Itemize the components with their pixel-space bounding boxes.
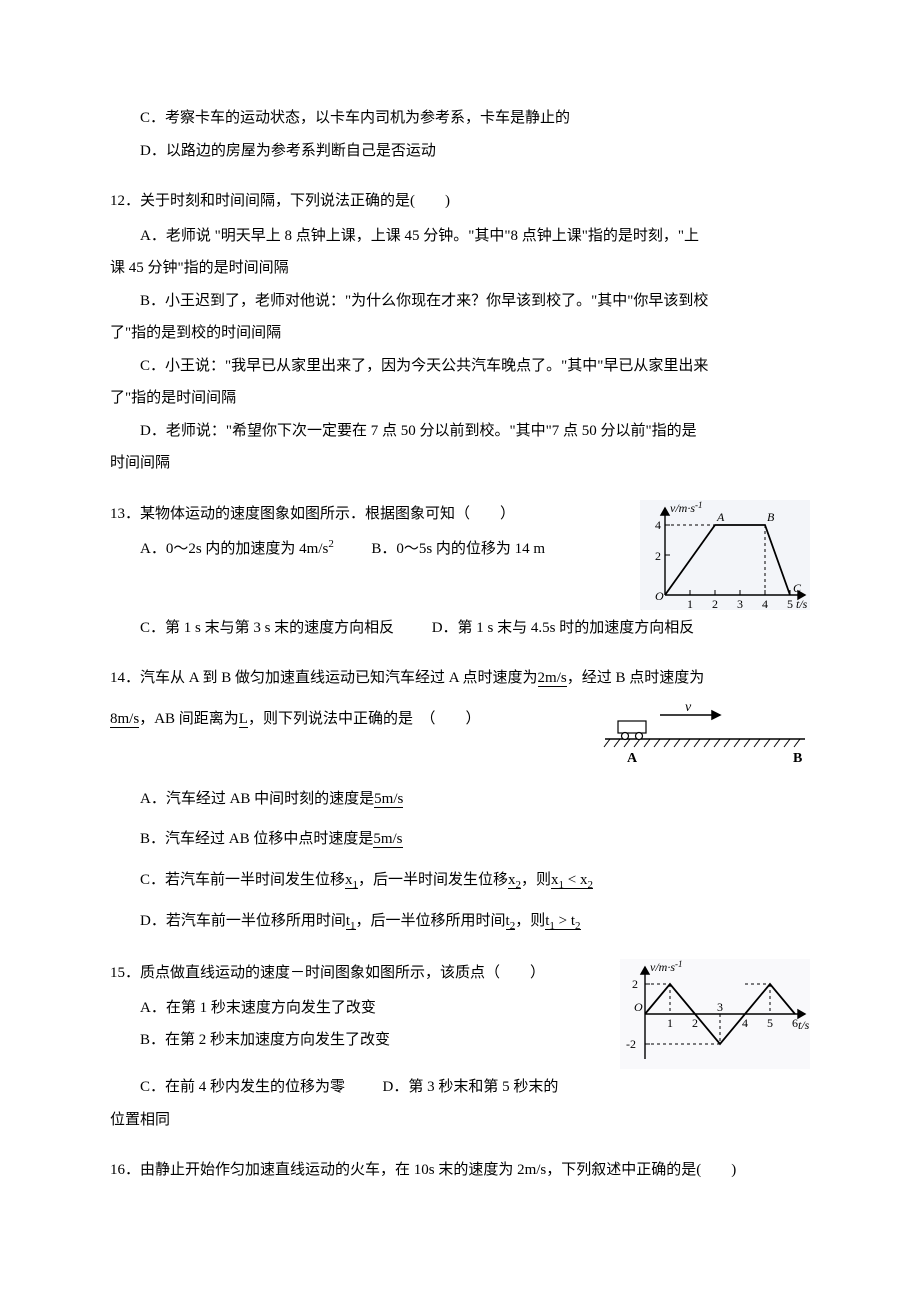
q14-optd-op: > xyxy=(555,913,571,929)
q12-option-b-line2: 了"指的是到校的时间间隔 xyxy=(110,319,810,348)
q13-xtick-5: 5 xyxy=(787,597,793,610)
q15-option-d: D．第 3 秒末和第 5 秒末的 xyxy=(383,1079,559,1095)
q14-stem2d: ，则下列说法中正确的是 （ ） xyxy=(248,711,481,727)
q13-ytick-4: 4 xyxy=(655,518,661,532)
q14-stem1-speed: 2m/s xyxy=(538,670,567,687)
q14-optc-then: ，则 xyxy=(521,872,551,888)
q13-ylabel: v/m·s xyxy=(670,501,695,515)
q12-stem: 12．关于时刻和时间间隔，下列说法正确的是( ) xyxy=(110,187,810,216)
q15-block: 2 -2 1 2 3 4 5 6 O v/m·s-1 t/s 15．质点做直线运… xyxy=(110,959,810,1134)
q12-option-a-line1: A．老师说 "明天早上 8 点钟上课，上课 45 分钟。"其中"8 点钟上课"指… xyxy=(110,222,810,251)
q13-xtick-4: 4 xyxy=(762,597,768,610)
q14-optc-rl: x xyxy=(551,872,559,888)
q14-block: 14．汽车从 A 到 B 做匀加速直线运动已知汽车经过 A 点时速度为2m/s，… xyxy=(110,664,810,937)
q14-option-a: A．汽车经过 AB 中间时刻的速度是5m/s xyxy=(110,785,810,814)
q13-pointC: C xyxy=(793,581,802,595)
q14-stem2c: L xyxy=(239,711,248,728)
q15-xlabel: t/s xyxy=(798,1018,810,1032)
q15-ylabel: v/m·s xyxy=(650,960,675,974)
q13-xlabel: t/s xyxy=(796,597,808,610)
q13-graph-svg: 2 4 1 2 3 4 5 O A B C v/m·s-1 t/s xyxy=(640,500,810,610)
q15-ytick-2: 2 xyxy=(632,977,638,991)
q14-optd-then: ，则 xyxy=(515,913,545,929)
q15-xtick-3: 3 xyxy=(717,1000,723,1014)
q14-diagram-svg: v A B xyxy=(600,699,810,769)
q14-optc-x2: x xyxy=(508,872,516,888)
q13-option-c: C．第 1 s 末与第 3 s 末的速度方向相反 xyxy=(140,620,394,636)
q13-origin: O xyxy=(655,589,664,603)
q14-label-b: B xyxy=(793,751,802,766)
q14-option-c: C．若汽车前一半时间发生位移x1，后一半时间发生位移x2，则x1 < x2 xyxy=(110,866,810,896)
q13-option-d: D．第 1 s 末与 4.5s 时的加速度方向相反 xyxy=(432,620,695,636)
q15-option-c: C．在前 4 秒内发生的位移为零 xyxy=(140,1079,345,1095)
q14-stem2a: 8m/s xyxy=(110,711,139,728)
q15-xtick-2: 2 xyxy=(692,1016,698,1030)
q15-xtick-1: 1 xyxy=(667,1016,673,1030)
q14-stem2b: ，AB 间距离为 xyxy=(139,711,239,727)
q14-stem-line1: 14．汽车从 A 到 B 做匀加速直线运动已知汽车经过 A 点时速度为2m/s，… xyxy=(110,664,810,693)
q13-ytick-2: 2 xyxy=(655,549,661,563)
q14-option-b-val: 5m/s xyxy=(373,831,402,848)
q14-option-b-text: B．汽车经过 AB 位移中点时速度是 xyxy=(140,831,373,847)
q13-ylabel-sup: -1 xyxy=(695,500,703,510)
q14-diagram: v A B xyxy=(600,699,810,769)
q14-option-b: B．汽车经过 AB 位移中点时速度是5m/s xyxy=(110,825,810,854)
q12-option-d-line2: 时间间隔 xyxy=(110,449,810,478)
q14-optd-rr-sub: 2 xyxy=(575,920,581,932)
q14-option-d: D．若汽车前一半位移所用时间t1，后一半位移所用时间t2，则t1 > t2 xyxy=(110,907,810,937)
q13-option-a-sup: 2 xyxy=(328,538,334,550)
q12-option-d-line1: D．老师说："希望你下次一定要在 7 点 50 分以前到校。"其中"7 点 50… xyxy=(110,417,810,446)
q14-optc-rr: x xyxy=(580,872,588,888)
q15-xtick-5: 5 xyxy=(767,1016,773,1030)
q14-optc-mid: ，后一半时间发生位移 xyxy=(358,872,508,888)
q15-cont: 位置相同 xyxy=(110,1106,810,1135)
q13-xtick-2: 2 xyxy=(712,597,718,610)
q14-optc-rr-sub: 2 xyxy=(588,879,594,891)
q14-optd-mid: ，后一半位移所用时间 xyxy=(356,913,506,929)
q12-option-b-line1: B．小王迟到了，老师对他说："为什么你现在才来？你早该到校了。"其中"你早该到校 xyxy=(110,287,810,316)
q14-option-a-val: 5m/s xyxy=(374,791,403,808)
q14-option-d-text: D．若汽车前一半位移所用时间 xyxy=(140,913,346,929)
q13-pointB: B xyxy=(767,510,775,524)
q15-graph: 2 -2 1 2 3 4 5 6 O v/m·s-1 t/s xyxy=(620,959,810,1069)
q13-option-b: B．0～5s 内的位移为 14 m xyxy=(371,541,545,557)
q13-xtick-1: 1 xyxy=(687,597,693,610)
q14-optc-op: < xyxy=(564,872,580,888)
q14-label-v: v xyxy=(685,700,692,715)
q15-ytick-neg2: -2 xyxy=(626,1037,636,1051)
q15-origin: O xyxy=(634,1000,643,1014)
q12-option-a-line2: 课 45 分钟"指的是时间间隔 xyxy=(110,254,810,283)
q14-label-a: A xyxy=(627,751,638,766)
q14-optc-x1: x xyxy=(345,872,353,888)
document-page: C．考察卡车的运动状态，以卡车内司机为参考系，卡车是静止的 D．以路边的房屋为参… xyxy=(0,0,920,1251)
q14-stem1-cont: ，经过 B 点时速度为 xyxy=(567,670,705,686)
q14-option-c-text: C．若汽车前一半时间发生位移 xyxy=(140,872,345,888)
q13-graph: 2 4 1 2 3 4 5 O A B C v/m·s-1 t/s xyxy=(640,500,810,610)
q15-option-cd: C．在前 4 秒内发生的位移为零 D．第 3 秒末和第 5 秒末的 xyxy=(110,1073,810,1102)
q15-graph-svg: 2 -2 1 2 3 4 5 6 O v/m·s-1 t/s xyxy=(620,959,810,1069)
q16-stem: 16．由静止开始作匀加速直线运动的火车，在 10s 末的速度为 2m/s，下列叙… xyxy=(110,1156,810,1185)
q11-option-d: D．以路边的房屋为参考系判断自己是否运动 xyxy=(110,137,810,166)
q13-xtick-3: 3 xyxy=(737,597,743,610)
q13-option-cd: C．第 1 s 末与第 3 s 末的速度方向相反 D．第 1 s 末与 4.5s… xyxy=(110,614,810,643)
q15-ylabel-sup: -1 xyxy=(675,959,683,969)
q13-option-a: A．0～2s 内的加速度为 4m/s xyxy=(140,541,328,557)
q11-option-c: C．考察卡车的运动状态，以卡车内司机为参考系，卡车是静止的 xyxy=(110,104,810,133)
q14-option-a-text: A．汽车经过 AB 中间时刻的速度是 xyxy=(140,791,374,807)
q13-pointA: A xyxy=(716,510,725,524)
q15-xtick-4: 4 xyxy=(742,1016,748,1030)
q13-block: 2 4 1 2 3 4 5 O A B C v/m·s-1 t/s 13．某物体… xyxy=(110,500,810,643)
q12-option-c-line1: C．小王说："我早已从家里出来了，因为今天公共汽车晚点了。"其中"早已从家里出来 xyxy=(110,352,810,381)
q12-option-c-line2: 了"指的是时间间隔 xyxy=(110,384,810,413)
q14-stem1: 14．汽车从 A 到 B 做匀加速直线运动已知汽车经过 A 点时速度为 xyxy=(110,670,538,686)
